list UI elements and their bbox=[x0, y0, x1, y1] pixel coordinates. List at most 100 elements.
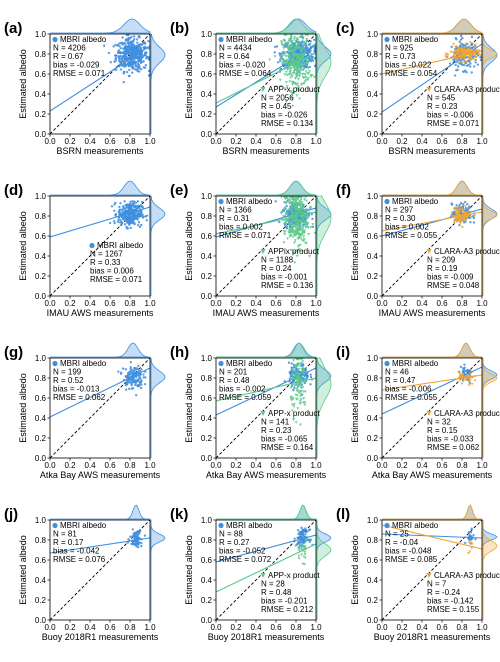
data-point bbox=[132, 209, 135, 212]
x-tick-label: 1.0 bbox=[310, 299, 322, 308]
data-point bbox=[294, 200, 298, 203]
data-point bbox=[139, 376, 142, 380]
stat-bias: bias = -0.006 bbox=[427, 111, 474, 120]
data-point bbox=[296, 212, 300, 215]
data-point bbox=[136, 206, 139, 210]
data-point bbox=[292, 47, 296, 51]
marginal-densities bbox=[216, 504, 332, 620]
data-point bbox=[300, 553, 304, 557]
x-tick-label: 0.6 bbox=[270, 461, 282, 470]
legend-marker-triangle bbox=[426, 573, 432, 578]
stat-bias: bias = -0.022 bbox=[385, 61, 432, 70]
data-point bbox=[460, 206, 464, 209]
data-point bbox=[113, 54, 117, 57]
data-point bbox=[303, 552, 307, 556]
stat-n: N = 7 bbox=[427, 580, 447, 589]
series-clara bbox=[450, 204, 477, 229]
data-point bbox=[139, 68, 143, 71]
data-point bbox=[273, 51, 276, 54]
x-tick-label: 0.6 bbox=[104, 299, 116, 308]
data-point bbox=[116, 43, 120, 47]
panel-label: (e) bbox=[170, 182, 188, 199]
data-point bbox=[299, 48, 303, 52]
data-point bbox=[133, 535, 137, 539]
data-point bbox=[296, 407, 300, 411]
fit-line-appx bbox=[216, 52, 316, 104]
y-tick-label: 1.0 bbox=[367, 354, 379, 363]
data-point bbox=[298, 372, 302, 376]
stat-r: R = 0.23 bbox=[427, 102, 458, 111]
y-tick-label: 0.4 bbox=[367, 90, 379, 99]
x-tick-label: 1.0 bbox=[476, 461, 488, 470]
data-point bbox=[470, 527, 473, 530]
data-point bbox=[123, 216, 127, 220]
data-point bbox=[136, 200, 140, 203]
data-point bbox=[469, 221, 472, 224]
data-point bbox=[456, 46, 460, 50]
y-tick-label: 0.2 bbox=[35, 272, 47, 281]
data-point bbox=[446, 53, 450, 57]
data-point bbox=[138, 36, 141, 39]
stat-rmse: RMSE = 0.071 bbox=[219, 231, 272, 240]
data-point bbox=[130, 368, 134, 372]
fit-line-mbri bbox=[382, 366, 482, 415]
data-point bbox=[461, 373, 465, 376]
data-point bbox=[139, 386, 143, 390]
panel-a: (a)0.0 0.2 0.4 0.6 0.8 1.00.00.20.40.60.81.0B… bbox=[4, 18, 166, 156]
data-point bbox=[299, 83, 303, 87]
legend-name: MBRI albedo bbox=[97, 241, 144, 250]
data-point bbox=[293, 42, 297, 45]
data-point bbox=[299, 63, 303, 66]
data-point bbox=[276, 61, 280, 64]
x-tick-label: 0.4 bbox=[416, 461, 428, 470]
x-tick-label: 0.6 bbox=[104, 461, 116, 470]
data-point bbox=[305, 530, 308, 534]
legend-name: APP-x product bbox=[268, 409, 320, 418]
data-point bbox=[457, 217, 461, 221]
y-tick-label: 0.2 bbox=[367, 434, 379, 443]
data-point bbox=[133, 205, 136, 209]
fit-line-mbri bbox=[50, 45, 150, 112]
x-axis-label: IMAU AWS measurements bbox=[47, 308, 154, 318]
data-point bbox=[274, 45, 277, 49]
data-point bbox=[292, 70, 296, 73]
data-point bbox=[476, 63, 480, 66]
x-tick-label: 1.0 bbox=[310, 623, 322, 632]
top-density-clara bbox=[382, 18, 483, 34]
data-point bbox=[127, 372, 130, 376]
x-tick-label: 0.4 bbox=[416, 137, 428, 146]
data-point bbox=[288, 63, 292, 67]
data-point bbox=[305, 61, 309, 64]
data-point bbox=[290, 384, 294, 387]
data-point bbox=[123, 200, 126, 203]
data-point bbox=[283, 206, 287, 210]
stat-n: N = 545 bbox=[427, 94, 456, 103]
x-tick-label: 1.0 bbox=[310, 461, 322, 470]
data-point bbox=[302, 562, 306, 566]
x-tick-label: 0.2 bbox=[396, 623, 408, 632]
y-axis-label: Estimated albedo bbox=[184, 49, 194, 119]
data-point bbox=[303, 403, 307, 407]
data-point bbox=[290, 403, 294, 407]
data-point bbox=[132, 38, 136, 41]
panel-label: (j) bbox=[4, 506, 18, 523]
x-tick-label: 0.2 bbox=[64, 623, 76, 632]
y-axis-label: Estimated albedo bbox=[18, 535, 28, 605]
data-point bbox=[121, 58, 124, 61]
legend-marker-circle bbox=[52, 360, 58, 367]
y-tick-label: 1.0 bbox=[367, 192, 379, 201]
panel-label: (c) bbox=[336, 20, 354, 37]
data-point bbox=[458, 375, 462, 379]
data-point bbox=[468, 41, 472, 44]
data-point bbox=[459, 201, 463, 205]
stat-bias: bias = 0.006 bbox=[90, 267, 134, 276]
data-point bbox=[145, 51, 148, 55]
stat-rmse: RMSE = 0.055 bbox=[385, 231, 438, 240]
data-point bbox=[454, 57, 458, 61]
data-point bbox=[459, 45, 462, 48]
data-point bbox=[119, 68, 123, 71]
data-point bbox=[282, 241, 286, 245]
data-point bbox=[296, 536, 299, 539]
data-point bbox=[294, 373, 298, 377]
